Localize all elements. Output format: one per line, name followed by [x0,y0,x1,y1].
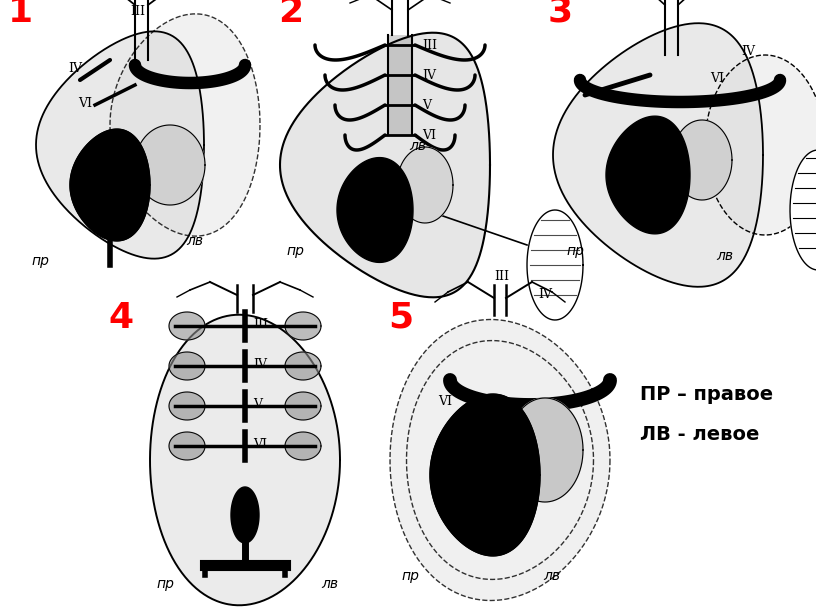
Text: III: III [253,318,268,331]
Text: 3: 3 [548,0,573,29]
Text: пр: пр [156,577,174,591]
Text: 2: 2 [278,0,303,29]
Polygon shape [507,398,583,502]
Polygon shape [790,150,816,270]
Polygon shape [285,392,321,420]
Text: лв: лв [410,139,427,153]
PathPatch shape [150,314,340,605]
Polygon shape [285,432,321,460]
Text: ПР – правое: ПР – правое [640,385,773,404]
Polygon shape [672,120,732,200]
Text: III: III [422,39,437,52]
PathPatch shape [110,14,260,236]
Text: пр: пр [401,569,419,583]
Polygon shape [527,210,583,320]
Text: лв: лв [187,234,203,248]
PathPatch shape [388,35,412,135]
Text: 1: 1 [8,0,33,29]
Text: 5: 5 [388,301,413,335]
Polygon shape [397,147,453,223]
PathPatch shape [553,23,763,287]
Polygon shape [430,394,540,556]
Polygon shape [169,432,205,460]
Polygon shape [285,312,321,340]
Polygon shape [337,158,413,262]
Text: III: III [131,5,145,18]
Text: IV: IV [68,62,82,75]
Text: VI: VI [710,72,724,85]
Text: IV: IV [741,45,755,58]
Text: 4: 4 [108,301,133,335]
Polygon shape [169,312,205,340]
PathPatch shape [390,319,610,601]
Text: ЛВ - левое: ЛВ - левое [640,425,760,444]
Text: VI: VI [438,395,452,408]
Polygon shape [285,352,321,380]
Text: пр: пр [31,254,49,268]
PathPatch shape [36,31,204,259]
Text: IV: IV [253,358,267,371]
Polygon shape [169,392,205,420]
Polygon shape [135,125,205,205]
Polygon shape [70,129,150,241]
Polygon shape [231,487,259,543]
Text: пр: пр [286,244,304,258]
Text: пр: пр [566,244,584,258]
Text: III: III [494,270,509,283]
Text: IV: IV [538,288,552,301]
Text: VI: VI [78,97,92,110]
Text: лв: лв [716,249,734,263]
Text: лв: лв [322,577,339,591]
Text: VI: VI [253,438,267,451]
Text: VI: VI [422,129,436,142]
Text: V: V [422,99,431,112]
Polygon shape [606,116,690,234]
Polygon shape [169,352,205,380]
Text: IV: IV [422,69,436,82]
PathPatch shape [705,55,816,235]
Text: V: V [253,398,262,411]
PathPatch shape [280,32,490,297]
Text: лв: лв [543,569,561,583]
